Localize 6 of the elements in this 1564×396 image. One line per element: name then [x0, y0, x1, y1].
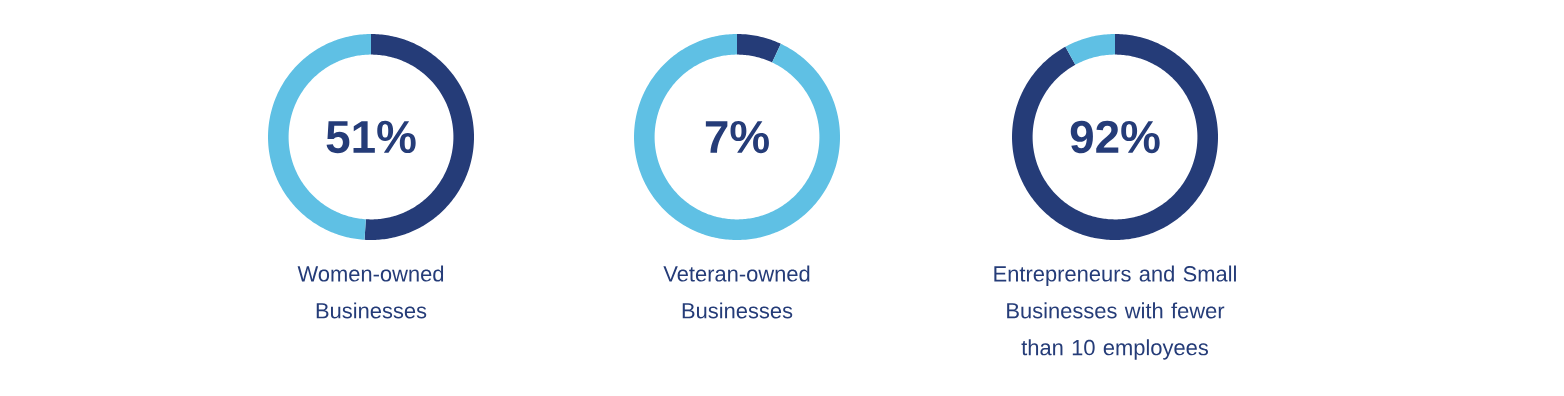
text: 51% [326, 120, 416, 154]
text: Women-owned Businesses [297, 265, 444, 319]
text: Veteran-owned Businesses [663, 265, 810, 319]
text: 92% [1070, 120, 1160, 154]
text: 7% [705, 120, 769, 154]
text: Entrepreneurs and Small Businesses with fewer than 10 employees [994, 265, 1236, 360]
